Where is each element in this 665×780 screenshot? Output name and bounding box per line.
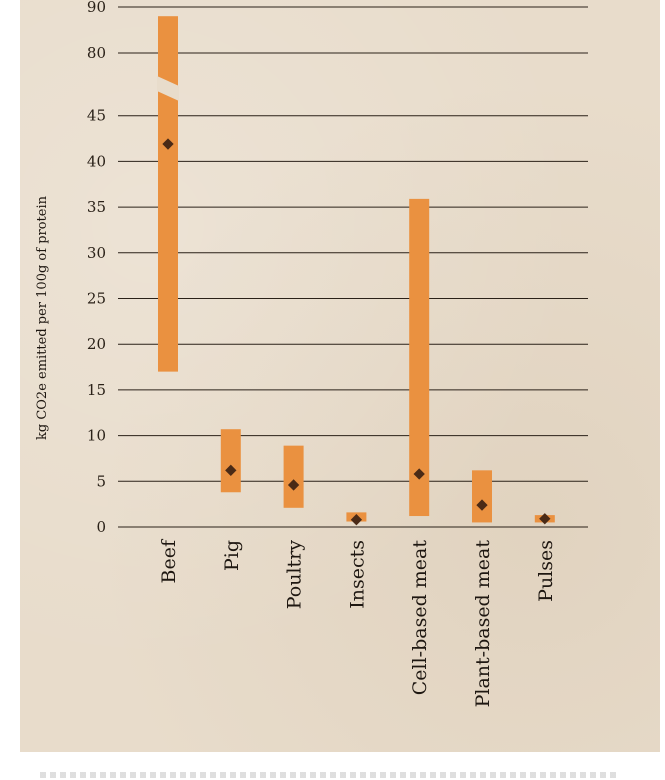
range-bar-poultry bbox=[283, 445, 304, 508]
category-label: Plant-based meat bbox=[472, 540, 494, 708]
median-marker bbox=[225, 464, 237, 476]
range-bar-pig bbox=[220, 429, 241, 493]
range-bar-beef bbox=[158, 16, 178, 372]
median-marker bbox=[539, 513, 551, 525]
y-tick-label: 10 bbox=[87, 427, 106, 445]
footer-strip bbox=[40, 772, 620, 778]
range-bar-plant-based-meat bbox=[472, 470, 492, 523]
y-tick-label: 35 bbox=[87, 198, 106, 216]
gridlines bbox=[118, 6, 588, 528]
range-bar-cell-based-meat bbox=[409, 198, 430, 517]
median-marker bbox=[350, 514, 363, 526]
category-labels: Beef Pig Poultry Insects Cell-based meat Plan… bbox=[158, 538, 557, 707]
category-label: Pulses bbox=[535, 540, 557, 602]
y-tick-label: 25 bbox=[87, 290, 106, 308]
axis-break bbox=[157, 76, 179, 101]
y-tick-label: 30 bbox=[87, 244, 106, 262]
category-label: Poultry bbox=[284, 540, 306, 609]
y-tick-label: 45 bbox=[87, 107, 106, 125]
median-marker bbox=[287, 479, 300, 491]
axis-break-gap bbox=[157, 76, 179, 101]
category-label: Pig bbox=[221, 540, 243, 571]
category-label: Insects bbox=[346, 540, 368, 609]
median-marker bbox=[162, 138, 174, 150]
y-tick-label: 20 bbox=[87, 335, 106, 353]
y-tick-labels: 0 5 10 15 20 25 30 35 40 45 80 90 bbox=[87, 0, 106, 536]
range-bars bbox=[158, 16, 555, 523]
y-tick-label: 15 bbox=[87, 381, 106, 399]
range-chart: 0 5 10 15 20 25 30 35 40 45 80 90 Beef Pig Poultry Ins… bbox=[35, 0, 588, 707]
y-tick-label: 90 bbox=[87, 0, 106, 16]
y-tick-label: 40 bbox=[87, 152, 106, 170]
median-marker bbox=[413, 468, 425, 480]
y-tick-label: 0 bbox=[96, 518, 106, 536]
chart-panel: 0 5 10 15 20 25 30 35 40 45 80 90 Beef Pig Poultry Ins… bbox=[20, 0, 660, 752]
median-markers bbox=[162, 138, 551, 526]
y-tick-label: 80 bbox=[87, 44, 106, 62]
y-tick-label: 5 bbox=[96, 472, 106, 490]
median-marker bbox=[476, 499, 488, 511]
y-axis-label: kg CO2e emitted per 100g of protein bbox=[35, 195, 50, 440]
category-label: Beef bbox=[158, 538, 180, 583]
category-label: Cell-based meat bbox=[409, 540, 431, 696]
